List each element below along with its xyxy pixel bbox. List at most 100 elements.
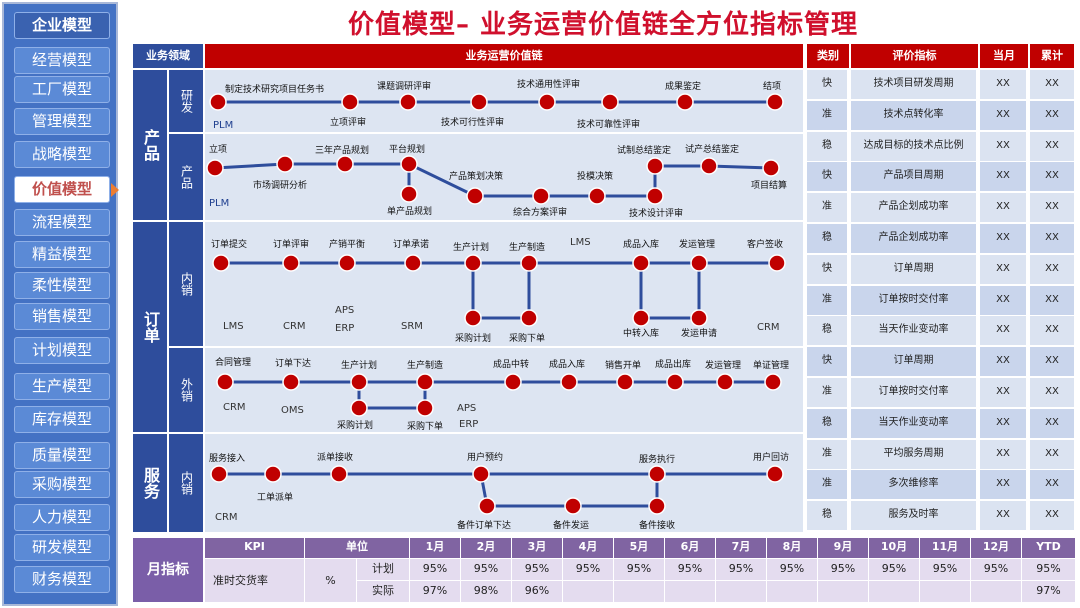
monthly-value: 95% xyxy=(716,558,767,580)
monthly-value xyxy=(869,580,920,602)
nav-management-model[interactable]: 管理模型 xyxy=(14,108,110,135)
monthly-value: 97% xyxy=(1022,580,1076,602)
system-label: OMS xyxy=(281,405,304,416)
nav-value-model[interactable]: 价值模型 xyxy=(14,176,119,203)
chain-node xyxy=(276,155,294,173)
nav-sales-model[interactable]: 销售模型 xyxy=(14,303,110,330)
chain-node xyxy=(538,93,556,111)
nav-planning-model[interactable]: 计划模型 xyxy=(14,337,110,364)
node-label: 技术可靠性评审 xyxy=(577,118,640,130)
monthly-unit: % xyxy=(305,558,357,602)
nav-process-model[interactable]: 流程模型 xyxy=(14,209,110,236)
node-label: 立项评审 xyxy=(330,116,366,128)
monthly-header: 8月 xyxy=(767,538,818,558)
system-label: CRM xyxy=(757,322,780,333)
node-label: 试制总结鉴定 xyxy=(617,144,671,156)
nav-finance-model[interactable]: 财务模型 xyxy=(14,566,110,593)
node-label: 试产总结鉴定 xyxy=(685,143,739,155)
kpi-table: 快技术项目研发周期 XX XX 准技术点转化率 XX XX 稳达成目标的技术点比例 XX XX 快… xyxy=(807,70,1076,534)
nav-purchasing-model[interactable]: 采购模型 xyxy=(14,471,110,498)
nav-inventory-model[interactable]: 库存模型 xyxy=(14,406,110,433)
kpi-indicator: 产品企划成功率 xyxy=(851,224,978,255)
kpi-category: 稳 xyxy=(807,316,849,347)
monthly-value: 95% xyxy=(665,558,716,580)
system-label: SRM xyxy=(401,321,423,332)
kpi-category: 快 xyxy=(807,347,849,378)
node-label: 采购计划 xyxy=(455,332,491,344)
node-label: 成品中转 xyxy=(493,358,529,370)
kpi-month: XX xyxy=(980,286,1028,317)
node-label: 服务执行 xyxy=(639,453,675,465)
system-label: CRM xyxy=(215,512,238,523)
monthly-header: YTD xyxy=(1022,538,1076,558)
chain-node xyxy=(768,254,786,272)
kpi-cumulative: XX xyxy=(1030,409,1076,440)
system-label: CRM xyxy=(283,321,306,332)
kpi-cumulative: XX xyxy=(1030,70,1076,101)
nav-operations-model[interactable]: 经营模型 xyxy=(14,47,110,74)
chain-node xyxy=(264,465,282,483)
node-label: 结项 xyxy=(763,80,781,92)
node-label: 成品出库 xyxy=(655,358,691,370)
node-label: 生产制造 xyxy=(407,359,443,371)
chain-node xyxy=(588,187,606,205)
kpi-cumulative: XX xyxy=(1030,162,1076,193)
nav-strategy-model[interactable]: 战略模型 xyxy=(14,141,110,168)
value-chain-diagram: 制定技术研究项目任务书 立项评审 课题调研评审 技术可行性评审 技术通用性评审 … xyxy=(206,78,789,531)
monthly-value: 95% xyxy=(971,558,1022,580)
monthly-value: 95% xyxy=(1022,558,1076,580)
kpi-category: 准 xyxy=(807,470,849,501)
chain-node xyxy=(400,155,418,173)
chain-node xyxy=(416,373,434,391)
chain-node xyxy=(350,373,368,391)
kpi-category: 快 xyxy=(807,255,849,286)
nav-quality-model[interactable]: 质量模型 xyxy=(14,442,110,469)
nav-hr-model[interactable]: 人力模型 xyxy=(14,504,110,531)
monthly-value: 98% xyxy=(461,580,512,602)
monthly-value: 95% xyxy=(512,558,563,580)
monthly-header: 1月 xyxy=(410,538,461,558)
monthly-header: 2月 xyxy=(461,538,512,558)
nav-enterprise-model[interactable]: 企业模型 xyxy=(14,12,110,39)
monthly-indicator-label: 月指标 xyxy=(133,538,203,602)
node-label: 产销平衡 xyxy=(329,238,365,250)
monthly-header: 4月 xyxy=(563,538,614,558)
kpi-indicator: 当天作业变动率 xyxy=(851,409,978,440)
active-indicator-icon xyxy=(111,183,119,197)
node-label: 发运管理 xyxy=(679,238,715,250)
chain-node xyxy=(616,373,634,391)
monthly-header: KPI xyxy=(205,538,305,558)
chain-node xyxy=(564,497,582,515)
chain-node xyxy=(209,93,227,111)
monthly-value: 95% xyxy=(461,558,512,580)
node-label: 派单接收 xyxy=(317,451,353,463)
chain-node xyxy=(350,399,368,417)
kpi-month: XX xyxy=(980,101,1028,132)
chain-node xyxy=(648,497,666,515)
kpi-cumulative: XX xyxy=(1030,255,1076,286)
kpi-indicator: 产品项目周期 xyxy=(851,162,978,193)
node-label: 订单评审 xyxy=(273,238,309,250)
chain-node xyxy=(216,373,234,391)
kpi-month: XX xyxy=(980,501,1028,532)
system-label: CRM xyxy=(223,402,246,413)
nav-production-model[interactable]: 生产模型 xyxy=(14,373,110,400)
kpi-category: 快 xyxy=(807,70,849,101)
monthly-header: 12月 xyxy=(971,538,1022,558)
monthly-value: 95% xyxy=(869,558,920,580)
kpi-month: XX xyxy=(980,347,1028,378)
nav-rd-model[interactable]: 研发模型 xyxy=(14,534,110,561)
nav-factory-model[interactable]: 工厂模型 xyxy=(14,76,110,103)
monthly-value: 95% xyxy=(563,558,614,580)
chain-node xyxy=(338,254,356,272)
node-label: 课题调研评审 xyxy=(377,80,431,92)
kpi-indicator: 订单按时交付率 xyxy=(851,286,978,317)
kpi-month: XX xyxy=(980,255,1028,286)
header-domain: 业务领域 xyxy=(133,44,203,68)
chain-node xyxy=(282,373,300,391)
monthly-header: 7月 xyxy=(716,538,767,558)
nav-flexible-model[interactable]: 柔性模型 xyxy=(14,272,110,299)
node-label: 订单承诺 xyxy=(393,238,429,250)
nav-lean-model[interactable]: 精益模型 xyxy=(14,241,110,268)
kpi-month: XX xyxy=(980,224,1028,255)
